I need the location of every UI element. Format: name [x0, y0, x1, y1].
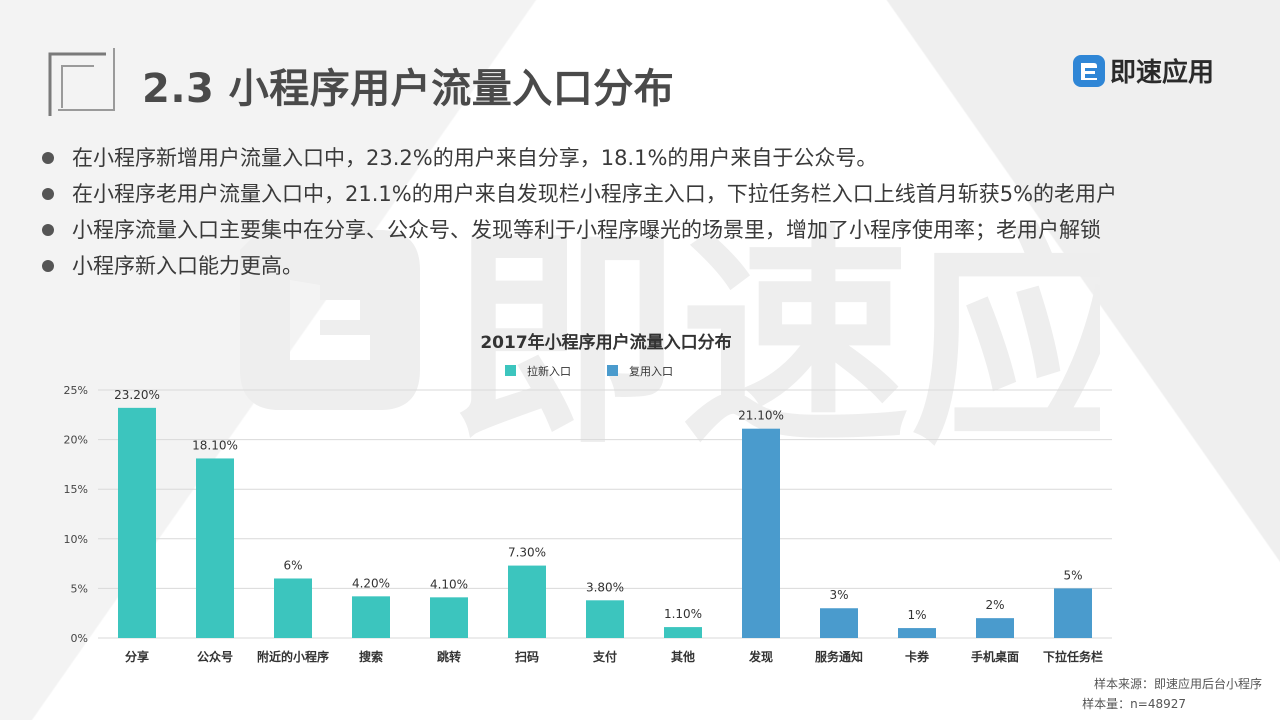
- y-tick-label: 10%: [64, 533, 88, 546]
- bar-value-label: 1.10%: [664, 607, 702, 621]
- bar: [196, 458, 234, 638]
- y-tick-label: 20%: [64, 434, 88, 447]
- bullet-item-continuation: 小程序新入口能力更高。: [38, 248, 1268, 284]
- bar-value-label: 1%: [907, 608, 926, 622]
- bar-value-label: 3.80%: [586, 580, 624, 594]
- sample-source-note: 样本来源：即速应用后台小程序: [1093, 677, 1262, 691]
- title-frame-icon: [48, 48, 115, 116]
- chart-legend: 拉新入口 复用入口: [505, 364, 673, 378]
- x-tick-label: 手机桌面: [971, 649, 1019, 664]
- chart-title: 2017年小程序用户流量入口分布: [480, 332, 731, 353]
- bar-value-label: 2%: [985, 598, 1004, 612]
- bar-value-label: 4.20%: [352, 576, 390, 590]
- brand-logo-icon: [1073, 54, 1105, 87]
- bar: [1054, 588, 1092, 638]
- bar: [664, 627, 702, 638]
- x-tick-label: 公众号: [197, 649, 233, 664]
- bar-chart: 2017年小程序用户流量入口分布 拉新入口 复用入口 0% 5% 10% 15% 20% 2…: [64, 332, 1112, 664]
- bar-value-label: 18.10%: [192, 438, 238, 452]
- bar: [820, 608, 858, 638]
- legend-label: 拉新入口: [527, 364, 571, 378]
- bar: [742, 428, 780, 638]
- legend-swatch: [607, 365, 618, 376]
- bar: [430, 597, 468, 638]
- x-tick-label: 支付: [592, 649, 617, 664]
- bar-value-label: 6%: [283, 558, 302, 572]
- chart-bars: 23.20% 分享 18.10% 公众号 6% 附近的小程序 4.20% 搜索 4.10% 跳转 7…: [114, 388, 1103, 664]
- bar-value-label: 7.30%: [508, 546, 546, 560]
- x-tick-label: 卡券: [905, 649, 930, 664]
- brand-logo-text: 即速应用: [1110, 58, 1215, 88]
- x-tick-label: 下拉任务栏: [1043, 649, 1103, 664]
- x-tick-label: 分享: [125, 649, 149, 664]
- bar-value-label: 3%: [829, 588, 848, 602]
- x-tick-label: 服务通知: [815, 649, 863, 664]
- x-tick-label: 跳转: [437, 649, 461, 664]
- legend-label: 复用入口: [629, 364, 673, 378]
- bar-value-label: 21.10%: [738, 409, 784, 423]
- x-tick-label: 发现: [748, 649, 773, 664]
- x-tick-label: 搜索: [359, 649, 383, 664]
- y-tick-label: 15%: [64, 483, 88, 496]
- sample-size-note: 样本量：n=48927: [1082, 697, 1186, 711]
- bar: [976, 618, 1014, 638]
- bar: [118, 407, 156, 638]
- bar: [898, 628, 936, 638]
- bar: [508, 565, 546, 638]
- y-tick-label: 25%: [64, 384, 88, 397]
- bar-value-label: 4.10%: [430, 577, 468, 591]
- bar-value-label: 23.20%: [114, 388, 160, 402]
- bar-value-label: 5%: [1063, 568, 1082, 582]
- x-tick-label: 扫码: [515, 649, 539, 664]
- x-tick-label: 其他: [671, 649, 695, 664]
- watermark-logo-icon: 即速应用: [240, 208, 1100, 470]
- watermark-text: 即速应用: [450, 208, 1100, 470]
- bar: [274, 578, 312, 638]
- y-tick-label: 0%: [71, 632, 88, 645]
- x-tick-label: 附近的小程序: [257, 649, 329, 664]
- page-title: 2.3 小程序用户流量入口分布: [142, 66, 675, 112]
- bar: [586, 600, 624, 638]
- brand-logo: 即速应用: [1072, 52, 1214, 89]
- bar: [352, 596, 390, 638]
- y-tick-label: 5%: [71, 582, 88, 595]
- legend-swatch: [505, 365, 516, 376]
- bullet-list: 在小程序新增用户流量入口中，23.2%的用户来自分享，18.1%的用户来自于公众…: [38, 140, 1268, 284]
- bullet-item: 小程序流量入口主要集中在分享、公众号、发现等利于小程序曝光的场景里，增加了小程序…: [38, 212, 1268, 248]
- bullet-item: 在小程序老用户流量入口中，21.1%的用户来自发现栏小程序主入口，下拉任务栏入口…: [38, 176, 1268, 212]
- bullet-item: 在小程序新增用户流量入口中，23.2%的用户来自分享，18.1%的用户来自于公众…: [38, 140, 1268, 176]
